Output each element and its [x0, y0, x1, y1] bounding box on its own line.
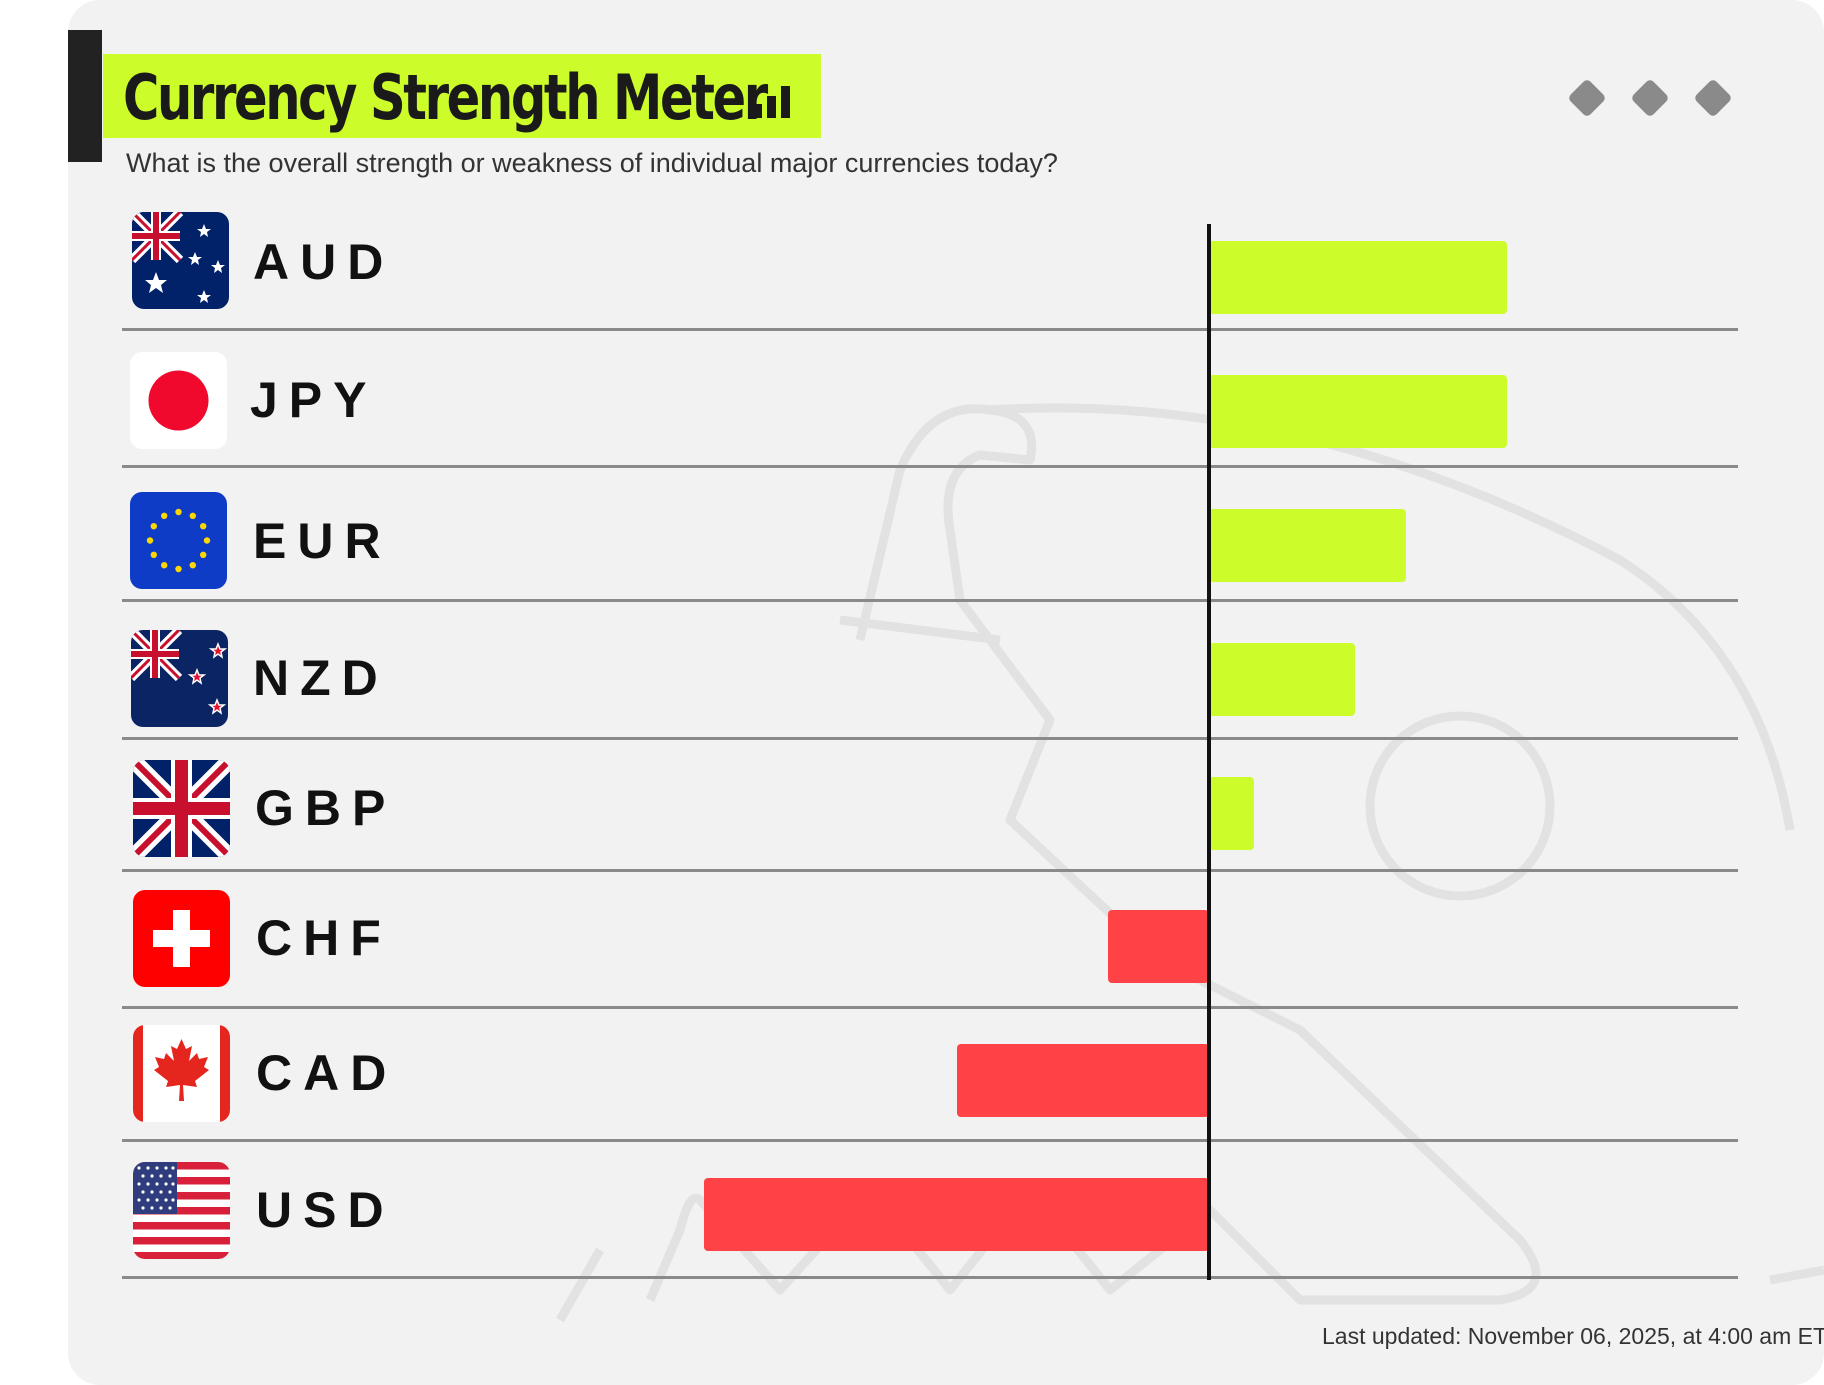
row-divider: [122, 869, 1738, 872]
title-accent-bar: [68, 30, 102, 162]
switzerland-flag-icon: [133, 890, 230, 987]
bar-gbp: [1209, 777, 1255, 850]
row-divider: [122, 1276, 1738, 1279]
bar-chf: [1108, 910, 1209, 983]
category-label-nzd: NZD: [253, 650, 389, 706]
category-label-usd: USD: [256, 1182, 395, 1238]
row-divider: [122, 465, 1738, 468]
title-highlight: Currency Strength Meter: [103, 54, 821, 138]
bar-nzd: [1209, 643, 1356, 716]
eu-flag-icon: [130, 492, 227, 589]
row-divider: [122, 1006, 1738, 1009]
bar-chart-icon: [753, 86, 790, 118]
last-updated-note: Last updated: November 06, 2025, at 4:00…: [1322, 1323, 1824, 1349]
more-options-icon[interactable]: [1565, 76, 1745, 122]
category-label-gbp: GBP: [255, 780, 397, 836]
category-label-chf: CHF: [256, 910, 392, 966]
chart-card: [68, 0, 1824, 1385]
category-label-aud: AUD: [253, 234, 395, 290]
bar-eur: [1209, 509, 1406, 582]
row-divider: [122, 599, 1738, 602]
category-label-cad: CAD: [256, 1045, 398, 1101]
bar-usd: [704, 1178, 1209, 1251]
page-title: Currency Strength Meter: [123, 61, 768, 134]
zero-axis-line: [1207, 224, 1211, 1280]
bar-jpy: [1209, 375, 1507, 448]
category-label-jpy: JPY: [250, 372, 378, 428]
australia-flag-icon: [132, 212, 229, 309]
row-divider: [122, 1139, 1738, 1142]
category-label-eur: EUR: [253, 513, 392, 569]
japan-flag-icon: [130, 352, 227, 449]
chart-subtitle: What is the overall strength or weakness…: [126, 148, 1058, 178]
uk-flag-icon: [133, 760, 230, 857]
bar-cad: [956, 1044, 1209, 1117]
new-zealand-flag-icon: [131, 630, 228, 727]
row-divider: [122, 737, 1738, 740]
usa-flag-icon: [133, 1162, 230, 1259]
row-divider: [122, 328, 1738, 331]
bar-aud: [1209, 241, 1507, 314]
canada-flag-icon: [133, 1025, 230, 1122]
